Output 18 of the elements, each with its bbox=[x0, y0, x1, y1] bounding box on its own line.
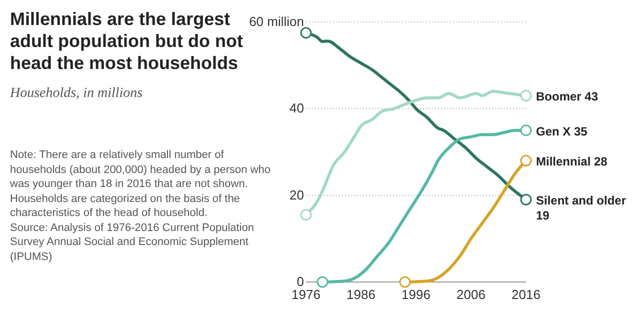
x-tick-label: 1986 bbox=[346, 287, 376, 302]
y-tick-label: 40 bbox=[290, 100, 304, 116]
x-tick-label: 2016 bbox=[512, 287, 540, 302]
x-tick-label: 1976 bbox=[292, 287, 320, 302]
series-label: Silent and older bbox=[536, 194, 626, 208]
source-note: Source: Analysis of 1976-2016 Current Population Survey Annual Social and Economic Supplement (IPUMS) bbox=[10, 220, 255, 264]
y-tick-label: 0 bbox=[296, 274, 304, 289]
text: Households, in millions bbox=[10, 86, 144, 102]
y-tick-label: 60 million bbox=[249, 14, 304, 29]
text: Millennial 28 bbox=[536, 154, 608, 169]
text: Note: There are a relatively small number of households (about 200,000) headed by a person who was younger than 18 in 2016 that are not shown. Households are categorized on the basis of the characteristics of the head of household. bbox=[10, 148, 272, 220]
x-tick-label: 1996 bbox=[402, 287, 430, 302]
x-tick-label: 2006 bbox=[456, 287, 486, 302]
y-tick-label: 20 bbox=[290, 187, 304, 202]
text: Gen X 35 bbox=[536, 124, 588, 138]
text: Boomer 43 bbox=[536, 90, 598, 104]
text: Millennials are the largest adult population but do not head the most households bbox=[10, 9, 243, 73]
data-label: 19 bbox=[536, 208, 550, 223]
